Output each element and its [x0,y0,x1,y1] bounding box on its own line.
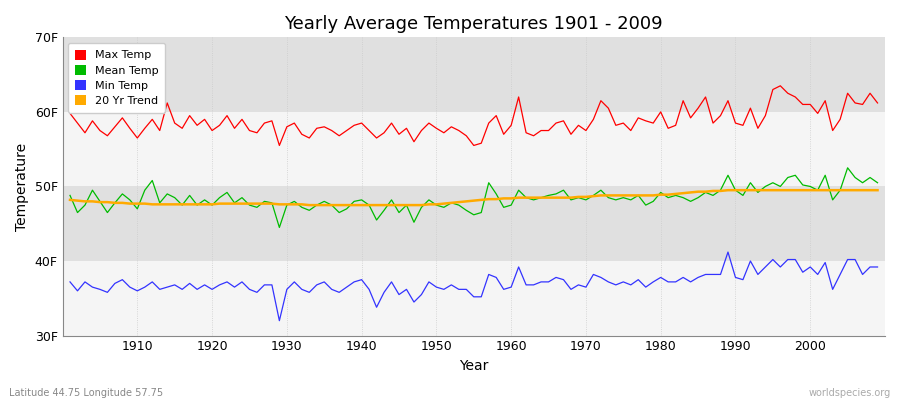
Legend: Max Temp, Mean Temp, Min Temp, 20 Yr Trend: Max Temp, Mean Temp, Min Temp, 20 Yr Tre… [68,43,165,113]
Title: Yearly Average Temperatures 1901 - 2009: Yearly Average Temperatures 1901 - 2009 [284,15,663,33]
Bar [62,112,885,186]
X-axis label: Year: Year [459,359,489,373]
Bar [62,261,885,336]
Text: Latitude 44.75 Longitude 57.75: Latitude 44.75 Longitude 57.75 [9,388,163,398]
Text: worldspecies.org: worldspecies.org [809,388,891,398]
Bar [62,37,885,112]
Bar [62,186,885,261]
Y-axis label: Temperature: Temperature [15,142,29,230]
